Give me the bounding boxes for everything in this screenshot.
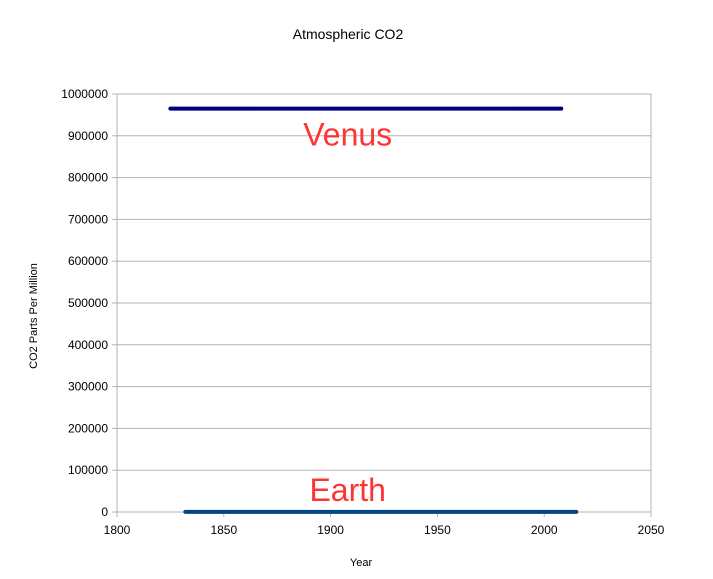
annotations: Venus Earth [303, 117, 392, 508]
x-tick-label: 1850 [210, 523, 237, 537]
x-tick-label: 2050 [638, 523, 665, 537]
y-tick-label: 900000 [68, 129, 108, 143]
chart-title: Atmospheric CO2 [293, 26, 404, 42]
y-tick-label: 300000 [68, 380, 108, 394]
x-axis-ticks: 1800 1850 1900 1950 2000 2050 [104, 512, 665, 537]
x-tick-label: 1800 [104, 523, 131, 537]
y-axis-ticks: 0 100000 200000 300000 400000 500000 600000 700… [61, 87, 117, 519]
series-layer [168, 106, 579, 514]
y-tick-label: 200000 [68, 421, 108, 435]
annotation-earth: Earth [309, 472, 385, 508]
annotation-venus: Venus [303, 117, 392, 153]
y-tick-label: 1000000 [61, 87, 108, 101]
y-tick-label: 100000 [68, 463, 108, 477]
x-axis-title: Year [350, 557, 373, 569]
y-tick-label: 800000 [68, 171, 108, 185]
grid-lines [117, 135, 651, 471]
y-axis-title: CO2 Parts Per Million [28, 263, 40, 369]
x-tick-label: 2000 [531, 523, 558, 537]
x-tick-label: 1950 [424, 523, 451, 537]
x-tick-label: 1900 [317, 523, 344, 537]
y-tick-label: 500000 [68, 296, 108, 310]
y-tick-label: 400000 [68, 338, 108, 352]
y-tick-label: 600000 [68, 254, 108, 268]
y-tick-label: 700000 [68, 212, 108, 226]
y-tick-label: 0 [101, 505, 108, 519]
